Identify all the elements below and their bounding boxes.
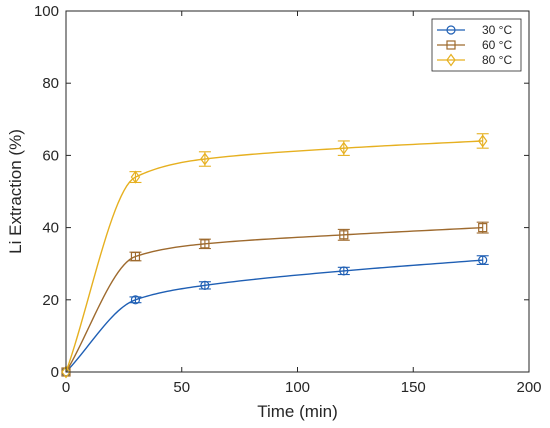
series-layer bbox=[61, 133, 489, 379]
x-tick-label: 0 bbox=[62, 379, 70, 396]
series-1-point-3 bbox=[200, 280, 210, 290]
series-3-point-1 bbox=[61, 365, 71, 379]
series-1-point-2 bbox=[130, 295, 141, 305]
series-1-point-5 bbox=[478, 255, 488, 265]
series-3-point-5 bbox=[477, 134, 488, 148]
y-tick-label: 20 bbox=[42, 292, 59, 309]
x-tick-label: 100 bbox=[285, 379, 310, 396]
y-tick-label: 80 bbox=[42, 75, 59, 92]
legend-marker bbox=[446, 53, 456, 67]
legend-label: 80 °C bbox=[482, 53, 512, 67]
series-3-point-3 bbox=[200, 152, 210, 166]
x-tick-label: 50 bbox=[173, 379, 190, 396]
series-2-point-5 bbox=[478, 223, 488, 233]
series-3 bbox=[61, 133, 489, 379]
series-1-point-4 bbox=[339, 266, 349, 276]
y-tick-label: 0 bbox=[51, 364, 59, 381]
y-axis-title: Li Extraction (%) bbox=[6, 129, 25, 254]
legend-entry-2: 60 °C bbox=[437, 38, 512, 52]
x-axis-title: Time (min) bbox=[257, 402, 338, 421]
y-tick-label: 60 bbox=[42, 147, 59, 164]
series-2 bbox=[61, 221, 489, 377]
legend-label: 60 °C bbox=[482, 38, 512, 52]
y-tick-label: 100 bbox=[34, 3, 59, 20]
series-1 bbox=[61, 255, 489, 377]
x-tick-label: 150 bbox=[401, 379, 426, 396]
legend: 30 °C60 °C80 °C bbox=[431, 18, 522, 72]
legend-entry-3: 80 °C bbox=[437, 53, 512, 67]
series-2-point-2 bbox=[130, 251, 141, 262]
x-tick-label: 200 bbox=[516, 379, 541, 396]
series-3-point-4 bbox=[339, 141, 349, 155]
series-2-point-3 bbox=[200, 239, 210, 249]
legend-label: 30 °C bbox=[482, 23, 512, 37]
legend-marker bbox=[446, 40, 456, 50]
error-bar bbox=[198, 238, 211, 250]
error-bar bbox=[129, 296, 142, 304]
series-3-point-2 bbox=[130, 170, 141, 184]
series-2-point-4 bbox=[339, 230, 349, 240]
legend-marker bbox=[446, 25, 456, 35]
y-tick-label: 40 bbox=[42, 220, 59, 237]
axes-layer: 0 50 100 150 200 0 20 40 60 80 100 bbox=[34, 3, 542, 396]
legend-entry-1: 30 °C bbox=[437, 23, 512, 37]
